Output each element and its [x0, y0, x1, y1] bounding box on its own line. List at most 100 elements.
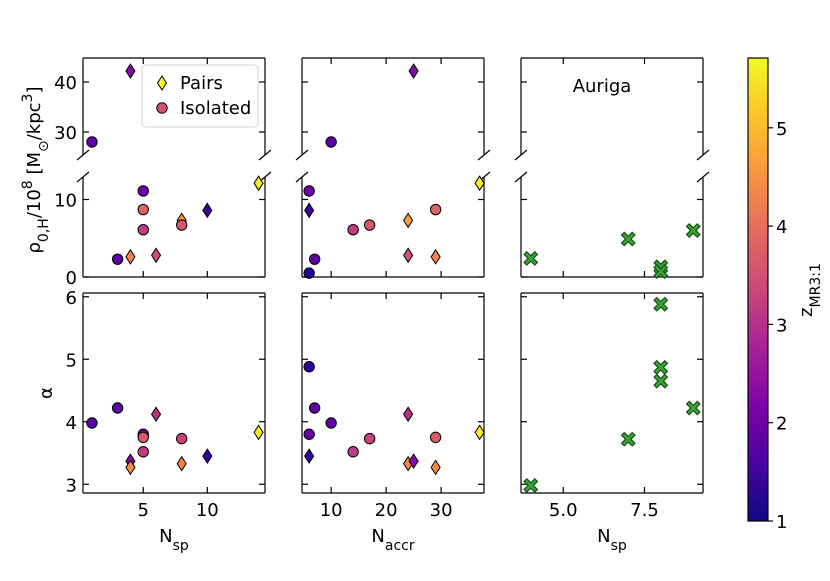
point: [202, 448, 213, 465]
point: [303, 428, 315, 440]
point: [653, 359, 669, 375]
point: [86, 417, 98, 429]
x-axis-label-part: N: [371, 526, 384, 547]
x-tick-label: 10: [320, 500, 343, 521]
point: [429, 431, 442, 444]
point: [303, 361, 315, 373]
point: [347, 446, 359, 458]
x-axis-label-part: N: [159, 526, 172, 547]
point: [523, 250, 539, 266]
colorbar-label-part: z: [796, 307, 817, 316]
colorbar-tick-label: 5: [776, 119, 787, 140]
point: [403, 247, 414, 264]
y-tick-label: 5: [66, 350, 77, 371]
point: [620, 431, 636, 447]
point: [474, 424, 485, 441]
point: [137, 185, 149, 197]
x-tick-label: 30: [430, 500, 453, 521]
point: [137, 203, 149, 216]
y-axis-label-part: ]: [24, 87, 45, 94]
x-axis-label-part: accr: [385, 538, 415, 554]
y-axis-label-part: [M: [24, 152, 45, 180]
point: [430, 248, 441, 265]
colorbar-label-part: MR3:1: [808, 263, 824, 307]
point-fill: [654, 298, 667, 311]
x-axis-label-part: sp: [173, 538, 189, 554]
point: [175, 432, 188, 445]
x-axis-label: Nsp: [597, 526, 627, 554]
point: [137, 224, 149, 236]
y-axis-label-part: 3: [20, 94, 36, 103]
axis-break: [514, 171, 528, 183]
point: [429, 203, 442, 216]
point: [403, 406, 414, 423]
y-axis-label-part: ⊙: [36, 140, 52, 152]
x-tick-label: 20: [375, 500, 398, 521]
point: [685, 222, 701, 239]
point: [175, 219, 188, 231]
point: [523, 477, 539, 494]
point: [111, 253, 124, 265]
point-fill: [687, 224, 700, 237]
colorbar-tick-label: 2: [776, 414, 787, 435]
colorbar-label: zMR3:1: [796, 263, 824, 317]
point: [176, 455, 187, 472]
point: [150, 247, 162, 264]
colorbar: [747, 57, 769, 522]
point: [325, 136, 337, 148]
point: [86, 136, 98, 148]
axis-break: [295, 171, 309, 183]
x-axis-label: Nsp: [159, 526, 189, 554]
point-fill: [687, 402, 700, 414]
point: [308, 253, 321, 265]
colorbar-tick-label: 1: [776, 512, 787, 533]
axis-break: [76, 149, 90, 161]
y-tick-label: 10: [54, 190, 77, 211]
x-tick-label: 5.0: [549, 500, 578, 521]
point: [303, 185, 315, 197]
y-axis-label: ρ0,H/108 [M⊙/kpc3]: [20, 87, 52, 254]
annotation: Auriga: [573, 76, 632, 97]
x-axis-label-part: N: [597, 526, 610, 547]
y-axis-label: α: [36, 387, 57, 399]
y-axis-label-part: 0,H: [36, 218, 52, 242]
point-fill: [654, 375, 667, 387]
y-axis-label-part: α: [36, 387, 57, 399]
point: [156, 75, 168, 91]
y-tick-label: 6: [66, 288, 77, 309]
axis-break: [514, 149, 528, 161]
y-tick-label: 3: [66, 475, 77, 496]
colorbar-tick-label: 3: [776, 315, 787, 336]
point: [403, 212, 414, 229]
point: [474, 175, 485, 192]
x-axis-label-part: sp: [611, 538, 627, 554]
point: [363, 432, 376, 445]
point: [150, 406, 162, 423]
point: [653, 373, 669, 389]
point-fill: [654, 361, 667, 374]
point: [125, 63, 136, 79]
point: [125, 248, 136, 265]
point: [308, 402, 321, 414]
point: [202, 202, 213, 219]
point: [304, 202, 315, 219]
point-fill: [524, 479, 537, 492]
axis-break: [258, 149, 272, 161]
x-axis-label: Naccr: [371, 526, 414, 554]
axis-break: [295, 149, 309, 161]
y-tick-label: 0: [66, 268, 77, 289]
axis-break: [76, 171, 90, 183]
point: [137, 431, 149, 444]
legend-label: Isolated: [180, 98, 251, 119]
point: [111, 402, 124, 414]
legend-box: [141, 64, 259, 128]
point: [304, 448, 315, 465]
y-axis-label-part: /10: [24, 189, 45, 218]
axis-break: [477, 149, 491, 161]
point: [325, 417, 337, 429]
x-tick-label: 7.5: [630, 500, 659, 521]
point: [408, 453, 419, 470]
legend-label: Pairs: [180, 73, 223, 94]
